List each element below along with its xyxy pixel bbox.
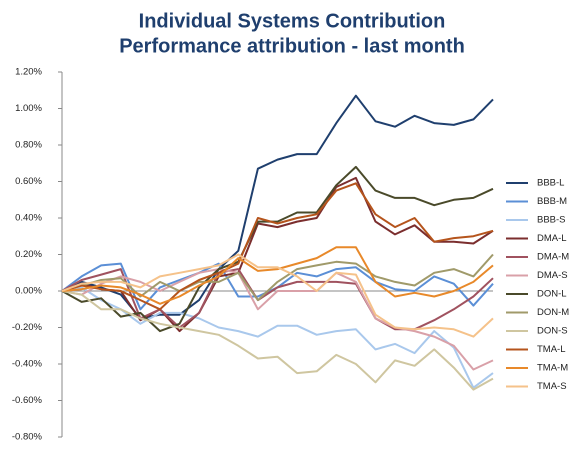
y-tick-label: 1.00% bbox=[15, 103, 42, 114]
legend-label: DMA-S bbox=[537, 270, 568, 281]
legend-label: BBB-S bbox=[537, 215, 566, 226]
y-tick-label: 0.80% bbox=[15, 140, 42, 151]
series-line bbox=[61, 268, 494, 331]
y-tick-label: -0.40% bbox=[12, 359, 43, 370]
legend-label: DMA-L bbox=[537, 233, 567, 244]
series-line bbox=[61, 182, 494, 311]
legend-label: BBB-M bbox=[537, 196, 567, 207]
legend-label: DMA-M bbox=[537, 252, 569, 263]
chart-subtitle: Performance attribution - last month bbox=[119, 35, 465, 57]
series-line bbox=[61, 165, 494, 333]
legend-label: DON-M bbox=[537, 307, 569, 318]
series-line bbox=[61, 286, 494, 389]
series-line bbox=[61, 268, 494, 371]
legend-label: TMA-L bbox=[537, 344, 566, 355]
legend-label: TMA-M bbox=[537, 363, 568, 374]
chart-title: Individual Systems Contribution bbox=[139, 10, 446, 32]
y-tick-label: -0.80% bbox=[12, 432, 43, 443]
y-tick-label: -0.60% bbox=[12, 395, 43, 406]
y-tick-label: 0.20% bbox=[15, 249, 42, 260]
y-tick-label: 0.40% bbox=[15, 213, 42, 224]
series-line bbox=[61, 176, 494, 333]
y-tick-label: -0.20% bbox=[12, 322, 43, 333]
series-line bbox=[61, 290, 494, 391]
legend-label: DON-L bbox=[537, 289, 567, 300]
legend-label: BBB-L bbox=[537, 178, 564, 189]
series-line bbox=[61, 253, 494, 302]
legend-label: TMA-S bbox=[537, 381, 567, 392]
y-tick-label: 1.20% bbox=[15, 67, 42, 78]
series-line bbox=[61, 246, 494, 305]
y-tick-label: 0.00% bbox=[15, 286, 42, 297]
series-line bbox=[61, 253, 494, 338]
legend-label: DON-S bbox=[537, 326, 568, 337]
y-tick-label: 0.60% bbox=[15, 176, 42, 187]
